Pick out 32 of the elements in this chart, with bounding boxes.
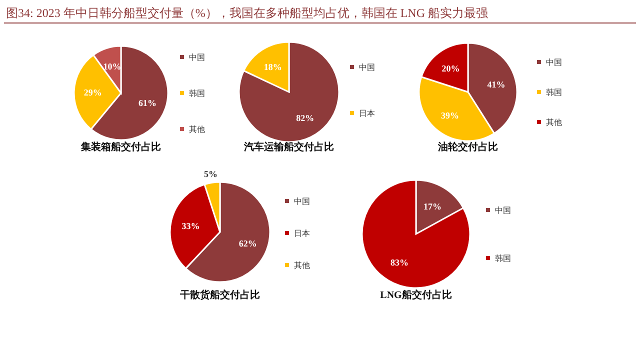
legend-label: 韩国: [189, 89, 205, 98]
legend-label: 中国: [294, 197, 310, 206]
data-label: 10%: [103, 62, 122, 72]
data-label: 61%: [138, 98, 157, 108]
legend-label: 日本: [359, 109, 375, 118]
legend-label: 日本: [294, 229, 310, 238]
legend-label: 中国: [495, 206, 511, 215]
text: LNG船交付占比: [380, 289, 452, 301]
data-label: 5%: [204, 169, 218, 180]
data-label: 18%: [264, 62, 282, 72]
text: 干散货船交付占比: [179, 289, 260, 301]
data-label: 20%: [442, 64, 460, 74]
text: 汽车运输船交付占比: [243, 141, 334, 153]
text: 集装箱船交付占比: [80, 141, 161, 153]
data-label: 41%: [487, 79, 506, 90]
data-label: 17%: [423, 202, 442, 212]
legend-label: 中国: [359, 63, 375, 72]
data-label: 39%: [440, 110, 459, 121]
legend-label: 韩国: [546, 88, 562, 97]
data-label: 82%: [296, 112, 314, 123]
data-label: 62%: [238, 238, 257, 249]
legend-label: 中国: [189, 53, 205, 62]
data-label: 29%: [84, 88, 102, 98]
legend-label: 其他: [546, 118, 562, 127]
legend-label: 中国: [546, 58, 562, 67]
data-label: 83%: [390, 257, 409, 268]
caption: 图34: 2023 年中日韩分船型交付量（%），我国在多种船型均占优，韩国在 LNG 船实力最强: [6, 6, 488, 20]
legend-label: 其他: [294, 261, 310, 270]
legend-label: 韩国: [495, 254, 511, 263]
data-label: 33%: [182, 220, 200, 231]
legend-label: 其他: [189, 125, 205, 134]
text: 油轮交付占比: [437, 141, 498, 153]
